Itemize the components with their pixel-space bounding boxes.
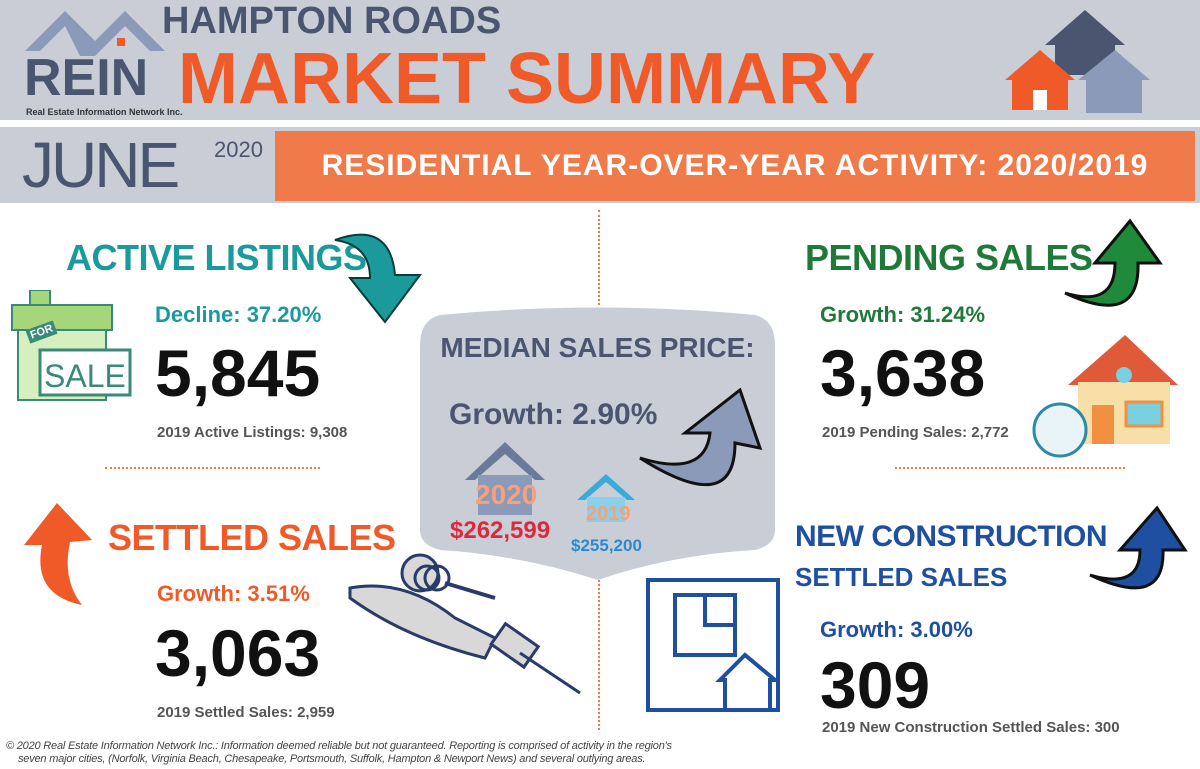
active-listings-prior: 2019 Active Listings: 9,308: [157, 424, 348, 441]
activity-banner: RESIDENTIAL YEAR-OVER-YEAR ACTIVITY: 202…: [275, 131, 1195, 201]
divider: [105, 467, 320, 469]
year-2019-label: 2019: [586, 503, 631, 525]
new-construction-value: 309: [820, 648, 931, 722]
blueprint-icon: [646, 578, 781, 712]
page-title: MARKET SUMMARY: [178, 39, 876, 119]
arrow-up-icon: [639, 388, 763, 487]
house-2019-icon: [577, 474, 635, 522]
footer-disclaimer: © 2020 Real Estate Information Network I…: [6, 740, 672, 766]
arrow-down-icon: [334, 233, 422, 324]
new-construction-subtitle: SETTLED SALES: [795, 562, 1008, 592]
logo-tagline: Real Estate Information Network Inc.: [26, 107, 183, 117]
sale-label: SALE: [44, 358, 126, 394]
new-construction-prior: 2019 New Construction Settled Sales: 300: [822, 719, 1120, 736]
logo-text: REIN: [24, 49, 149, 107]
new-construction-change: Growth: 3.00%: [820, 617, 973, 642]
pending-sales-title: PENDING SALES: [805, 237, 1093, 278]
active-listings-value: 5,845: [155, 336, 321, 410]
price-2019: $255,200: [571, 536, 642, 555]
houses-icon: [1005, 10, 1150, 113]
region-title: HAMPTON ROADS: [162, 0, 502, 42]
active-listings-title: ACTIVE LISTINGS: [66, 237, 367, 278]
year-2020-label: 2020: [475, 479, 538, 510]
settled-sales-title: SETTLED SALES: [108, 517, 396, 558]
pending-sales-change: Growth: 31.24%: [820, 302, 986, 327]
arrow-up-icon: [24, 503, 92, 605]
arrow-up-icon: [1089, 505, 1188, 590]
pending-sales-value: 3,638: [820, 336, 986, 410]
median-title: MEDIAN SALES PRICE:: [440, 332, 755, 363]
divider: [598, 580, 600, 730]
new-construction-title: NEW CONSTRUCTION: [795, 520, 1107, 553]
for-sale-store-icon: [11, 290, 132, 401]
divider: [895, 467, 1125, 469]
settled-sales-change: Growth: 3.51%: [157, 581, 310, 606]
active-listings-change: Decline: 37.20%: [155, 302, 322, 327]
footer-line-2: seven major cities, (Norfolk, Virginia B…: [18, 753, 646, 765]
hand-keys-icon: [348, 553, 581, 695]
arrow-up-icon: [1064, 218, 1163, 307]
footer-line-1: © 2020 Real Estate Information Network I…: [6, 740, 672, 752]
header-band: [0, 0, 1200, 120]
median-change: Growth: 2.90%: [449, 398, 658, 431]
settled-sales-prior: 2019 Settled Sales: 2,959: [157, 704, 335, 721]
rein-logo-roof-icon: [25, 11, 165, 56]
house-icon: [1032, 335, 1178, 458]
price-2020: $262,599: [450, 517, 551, 544]
pending-sales-prior: 2019 Pending Sales: 2,772: [822, 424, 1009, 441]
year: 2020: [214, 137, 263, 162]
settled-sales-value: 3,063: [155, 616, 321, 690]
month: JUNE: [22, 129, 180, 201]
divider: [598, 210, 600, 305]
house-2020-icon: [465, 442, 545, 515]
